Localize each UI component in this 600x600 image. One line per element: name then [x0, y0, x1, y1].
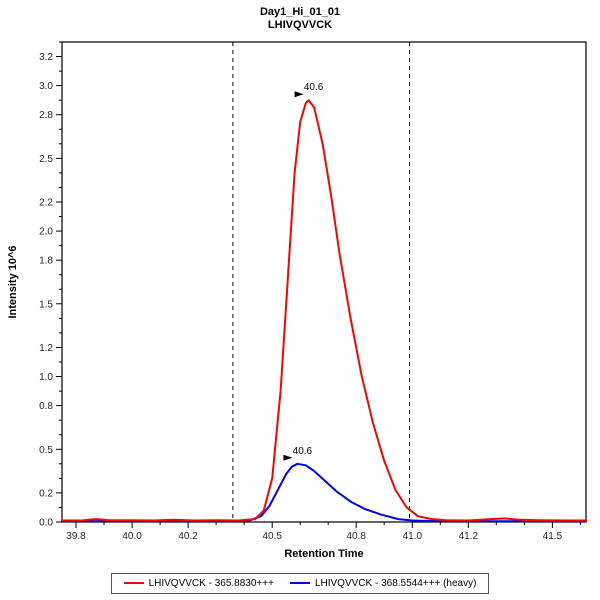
x-tick-label: 40.8	[346, 531, 366, 542]
plot-area[interactable]	[61, 41, 587, 523]
y-axis-title: Intensity 10^6	[7, 245, 19, 318]
peak-arrow-icon	[283, 454, 293, 461]
y-tick-label: 2.0	[39, 227, 53, 238]
legend-swatch-0	[123, 582, 144, 584]
legend-label-light: LHIVQVVCK - 365.8830+++	[148, 577, 274, 589]
y-tick-label: 2.2	[39, 198, 53, 209]
y-tick-label: 3.2	[39, 52, 53, 63]
x-tick-label: 40.0	[122, 531, 142, 542]
y-tick-label: 0.0	[39, 518, 53, 529]
peak-rt-annotation: 40.6	[304, 82, 324, 93]
x-tick-label: 41.0	[403, 531, 423, 542]
peak-rt-annotation: 40.6	[293, 446, 313, 457]
y-tick-label: 1.8	[39, 256, 53, 267]
x-tick-label: 40.2	[178, 531, 198, 542]
chart-subtitle: LHIVQVVCK	[267, 19, 333, 31]
legend-item-light: LHIVQVVCK - 365.8830+++	[123, 577, 274, 589]
y-tick-label: 1.5	[39, 299, 53, 310]
y-tick-label: 1.0	[39, 372, 53, 383]
series-line-0[interactable]	[61, 99, 587, 522]
y-tick-label: 0.8	[39, 401, 53, 412]
peak-arrow-icon	[294, 91, 304, 98]
y-tick-label: 2.5	[39, 154, 53, 165]
y-tick-label: 3.0	[39, 81, 53, 92]
chromatogram-plot[interactable]: 39.8 40.0 40.2 40.5 40.8 41.0 41.2 41.5 0.0 0.2 0.…	[0, 34, 600, 562]
legend-item-heavy: LHIVQVVCK - 368.5544+++ (heavy)	[289, 577, 477, 589]
y-tick-label: 1.2	[39, 343, 53, 354]
y-tick-label: 2.8	[39, 110, 53, 121]
legend-box: LHIVQVVCK - 365.8830+++ LHIVQVVCK - 368.…	[110, 572, 490, 594]
x-tick-label: 39.8	[66, 531, 86, 542]
y-tick-label: 0.2	[39, 488, 53, 499]
x-tick-label: 41.5	[543, 531, 563, 542]
chart-title-block: Day1_Hi_01_01 LHIVQVVCK	[0, 0, 600, 34]
x-tick-label: 40.5	[262, 531, 282, 542]
legend-swatch-1	[289, 582, 310, 584]
x-axis-title: Retention Time	[284, 548, 363, 560]
x-tick-label: 41.2	[459, 531, 479, 542]
y-tick-label: 0.5	[39, 445, 53, 456]
legend-label-heavy: LHIVQVVCK - 368.5544+++ (heavy)	[314, 577, 477, 589]
legend-row: LHIVQVVCK - 365.8830+++ LHIVQVVCK - 368.…	[0, 571, 600, 594]
chart-title: Day1_Hi_01_01	[259, 6, 341, 18]
